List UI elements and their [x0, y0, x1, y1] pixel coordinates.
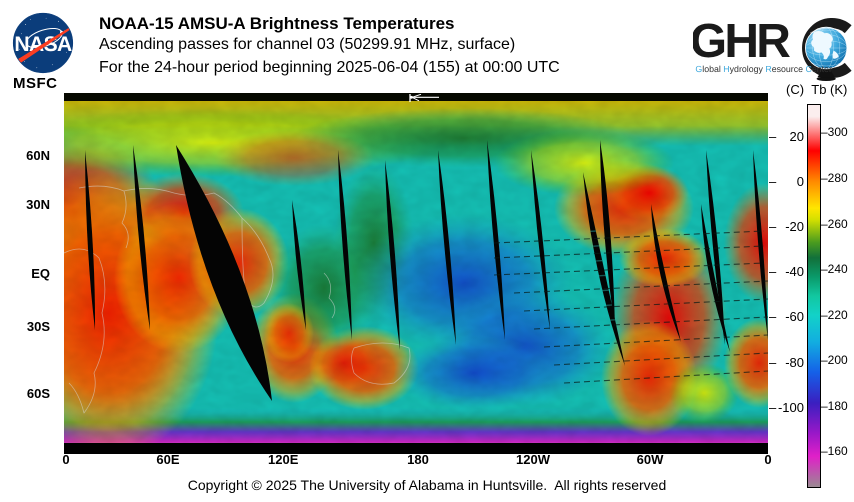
svg-text:Global Hydrology: Global Hydrology Resource Center — [695, 64, 831, 74]
svg-text:GHR: GHR — [693, 14, 790, 68]
